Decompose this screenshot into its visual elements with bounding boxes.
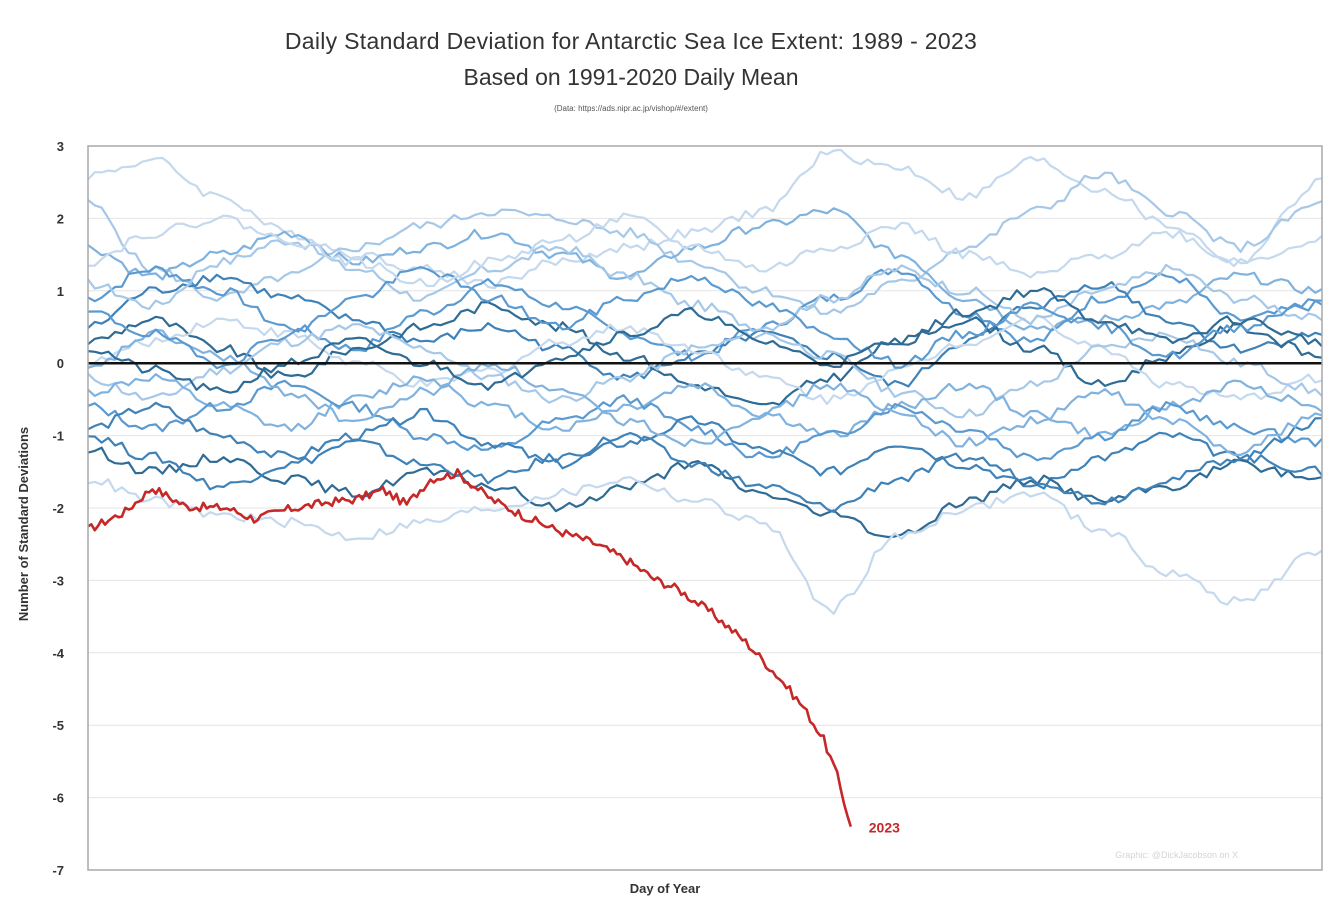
- plot-frame: [87, 145, 1323, 871]
- series-line-2023: [87, 468, 853, 827]
- y-tick-label: -6: [52, 791, 64, 806]
- series-line-16: [87, 266, 1322, 370]
- series-line-6: [87, 301, 1323, 406]
- y-axis-ticks: 3 2 1 0 -1 -2 -3 -4 -5 -6 -7: [52, 139, 64, 878]
- y-tick-label: -7: [52, 863, 64, 878]
- series-line-13: [87, 476, 1323, 615]
- y-tick-label: -2: [52, 501, 64, 516]
- series-label-2023: 2023: [869, 820, 900, 836]
- series-line-17: [87, 431, 1323, 513]
- series-line-1: [87, 148, 1323, 290]
- series-line-10: [87, 379, 1323, 462]
- series-line-14: [87, 239, 1323, 332]
- y-tick-label: -3: [52, 573, 64, 588]
- y-tick-label: 1: [57, 284, 64, 299]
- series-line-8: [87, 323, 1323, 419]
- highlight-series: [87, 468, 853, 827]
- y-tick-label: 2: [57, 211, 64, 226]
- y-tick-label: 3: [57, 139, 64, 154]
- y-axis-label: Number of Standard Deviations: [16, 427, 31, 621]
- series-line-3: [87, 207, 1323, 332]
- data-source-note: (Data: https://ads.nipr.ac.jp/vishop/#/e…: [554, 104, 708, 113]
- series-line-11: [87, 401, 1323, 490]
- series-line-12: [87, 446, 1323, 539]
- y-tick-label: -1: [52, 429, 64, 444]
- gridlines: [88, 145, 1322, 871]
- graphic-credit: Graphic: @DickJacobson on X: [1115, 850, 1238, 860]
- series-line-9: [87, 373, 1323, 440]
- series-lines: [87, 148, 1323, 615]
- y-tick-label: 0: [57, 356, 64, 371]
- series-line-15: [87, 328, 1323, 456]
- chart-subtitle: Based on 1991-2020 Daily Mean: [463, 64, 799, 90]
- y-tick-label: -5: [52, 718, 64, 733]
- series-line-19: [87, 212, 1323, 288]
- series-line-18: [87, 287, 1323, 394]
- series-line-2: [87, 171, 1323, 315]
- x-axis-label: Day of Year: [630, 881, 701, 896]
- chart-title: Daily Standard Deviation for Antarctic S…: [284, 28, 978, 54]
- y-tick-label: -4: [52, 646, 64, 661]
- series-line-4: [87, 265, 1323, 362]
